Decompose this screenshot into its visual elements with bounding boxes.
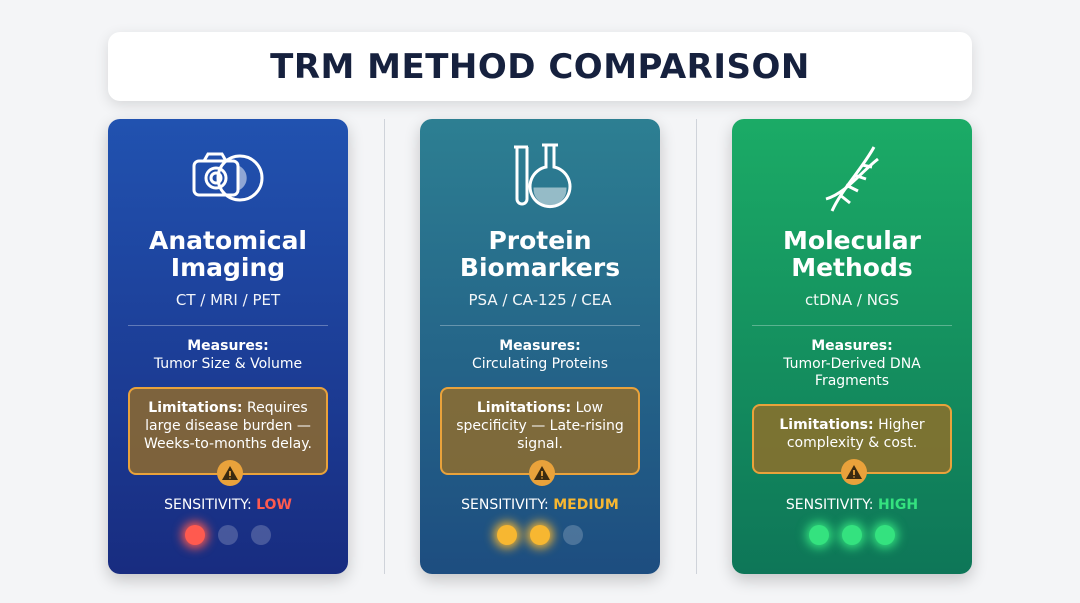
sensitivity-value: HIGH	[877, 497, 919, 513]
sensitivity-dot	[875, 525, 895, 545]
card-title: Protein Biomarkers	[459, 226, 621, 282]
measures-text: Tumor Size & Volume	[153, 356, 303, 372]
sensitivity-dots	[732, 525, 972, 545]
limitations-label: Limitations:	[148, 400, 243, 416]
warning-icon	[528, 459, 556, 487]
sensitivity-dot	[563, 525, 583, 545]
warning-icon	[216, 459, 244, 487]
method-card: Protein Biomarkers PSA / CA-125 / CEA Meas…	[420, 119, 660, 574]
limitations-text: Higher complexity & cost.	[786, 417, 925, 451]
sensitivity-dot	[497, 525, 517, 545]
warning-icon	[840, 458, 868, 486]
sensitivity-dot	[185, 525, 205, 545]
method-icon	[188, 139, 268, 219]
limitations-box: Limitations: Higher complexity & cost.	[752, 404, 952, 485]
method-icon	[500, 139, 580, 219]
sensitivity: SENSITIVITY: HIGH	[732, 497, 972, 513]
limitations-box: Limitations: Low specificity — Late-risi…	[440, 387, 640, 486]
card-body: Molecular Methods ctDNA / NGS Measures: Tum…	[732, 226, 972, 485]
sensitivity-dot	[251, 525, 271, 545]
sensitivity: SENSITIVITY: LOW	[108, 497, 348, 513]
measures-text: Tumor-Derived DNA Fragments	[783, 356, 921, 389]
card-subtitle: CT / MRI / PET	[175, 291, 281, 309]
sensitivity-dots	[108, 525, 348, 545]
card-subtitle: PSA / CA-125 / CEA	[468, 291, 612, 309]
measures-label: Measures:	[187, 338, 269, 354]
limitations-box: Limitations: Requires large disease burd…	[128, 387, 328, 486]
limitations-text: Requires large disease burden — Weeks-to…	[144, 400, 312, 452]
card-subtitle: ctDNA / NGS	[804, 291, 900, 309]
measures-label: Measures:	[499, 338, 581, 354]
separator	[440, 325, 640, 326]
divider	[696, 119, 697, 574]
sensitivity-dots	[420, 525, 660, 545]
sensitivity-dot	[809, 525, 829, 545]
sensitivity-dot	[530, 525, 550, 545]
card-body: Anatomical Imaging CT / MRI / PET Measures…	[108, 226, 348, 486]
sensitivity-value: LOW	[256, 497, 292, 513]
measures-text: Circulating Proteins	[471, 356, 609, 372]
sensitivity-label: SENSITIVITY:	[785, 497, 874, 513]
page-title: TRM METHOD COMPARISON	[108, 32, 972, 101]
method-card: Molecular Methods ctDNA / NGS Measures: Tum…	[732, 119, 972, 574]
card-title: Molecular Methods	[783, 226, 921, 282]
measures-label: Measures:	[811, 338, 893, 354]
separator	[128, 325, 328, 326]
divider	[384, 119, 385, 574]
sensitivity-label: SENSITIVITY:	[461, 497, 549, 513]
sensitivity-dot	[842, 525, 862, 545]
separator	[752, 325, 952, 326]
card-body: Protein Biomarkers PSA / CA-125 / CEA Meas…	[420, 226, 660, 486]
sensitivity-value: MEDIUM	[553, 497, 619, 513]
sensitivity-dot	[218, 525, 238, 545]
method-card: Anatomical Imaging CT / MRI / PET Measures…	[108, 119, 348, 574]
limitations-label: Limitations:	[779, 417, 874, 433]
method-icon	[812, 139, 892, 219]
limitations-label: Limitations:	[476, 400, 572, 416]
sensitivity: SENSITIVITY: MEDIUM	[420, 497, 660, 513]
limitations-text: Low specificity — Late-rising signal.	[456, 400, 624, 452]
sensitivity-label: SENSITIVITY:	[164, 497, 252, 513]
card-title: Anatomical Imaging	[148, 226, 308, 282]
